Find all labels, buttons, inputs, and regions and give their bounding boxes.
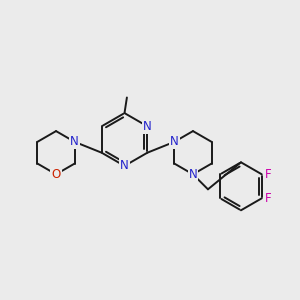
Text: N: N xyxy=(170,135,178,148)
Text: N: N xyxy=(70,135,79,148)
Text: O: O xyxy=(51,168,61,181)
Text: N: N xyxy=(143,120,152,133)
Text: F: F xyxy=(265,168,272,181)
Text: F: F xyxy=(265,192,272,205)
Text: N: N xyxy=(189,168,197,181)
Text: N: N xyxy=(120,159,129,172)
